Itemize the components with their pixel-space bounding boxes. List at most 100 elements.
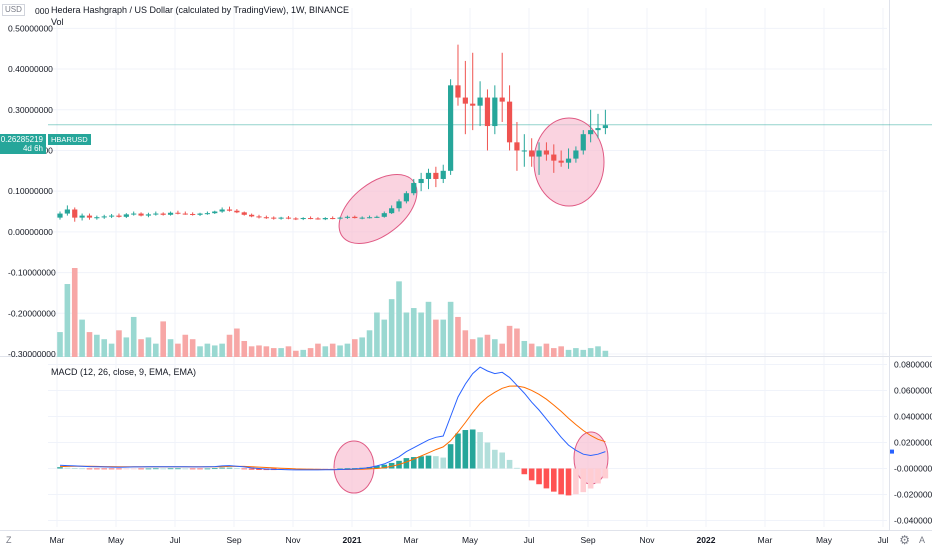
volume-bar (300, 349, 307, 357)
volume-bar (433, 319, 439, 357)
candle-body (271, 217, 277, 219)
macd-histogram-bar (86, 468, 93, 470)
macd-histogram-bar (447, 444, 454, 469)
macd-histogram-bar (79, 468, 85, 470)
candle-body (307, 218, 314, 220)
macd-histogram-bar (153, 468, 159, 470)
macd-histogram-bar (492, 449, 498, 469)
candle-body (219, 209, 225, 212)
macd-histogram-bar (211, 468, 218, 470)
volume-bar (388, 299, 395, 357)
volume-bar (366, 330, 373, 357)
candle-body (190, 213, 196, 215)
candle-body (536, 150, 542, 157)
gear-icon[interactable]: ⚙ (899, 533, 910, 547)
x-tick-label: Mar (404, 535, 419, 545)
price-tick-label: -0.10000000 (8, 268, 56, 278)
price-tick-label-clipped: 000 (35, 6, 49, 16)
volume-bar (108, 343, 115, 357)
volume-bar (440, 319, 447, 357)
macd-histogram-bar (256, 468, 262, 470)
candle-body (197, 213, 203, 215)
candle-series (57, 44, 608, 222)
candle-body (204, 213, 210, 215)
macd-histogram-bar (403, 458, 410, 469)
candle-body (241, 212, 247, 215)
timezone-toggle[interactable]: Z (6, 535, 12, 545)
candle-body (315, 218, 321, 220)
price-tick-label: 0.10000000 (8, 186, 53, 196)
macd-histogram-bar (145, 468, 152, 470)
candle-body (529, 150, 535, 157)
volume-bar (57, 332, 63, 357)
macd-histogram-bar (241, 468, 248, 470)
candle-body (499, 97, 505, 102)
highlight-circle (333, 440, 375, 494)
signal-line (59, 385, 606, 470)
volume-bar (79, 319, 85, 357)
macd-legend: MACD (12, 26, close, 9, EMA, EMA) (51, 367, 197, 377)
volume-bar (248, 346, 255, 357)
volume-bar (278, 348, 284, 357)
candle-body (492, 97, 498, 127)
candle-body (448, 85, 454, 171)
candle-body (514, 142, 520, 151)
volume-bar (374, 312, 380, 357)
candle-body (344, 216, 351, 218)
candle-body (595, 128, 601, 131)
volume-bar (344, 343, 351, 357)
candle-body (256, 216, 262, 218)
x-tick-label: Sep (226, 535, 241, 545)
volume-bar (285, 346, 292, 357)
volume-bar (64, 284, 71, 357)
x-tick-label: May (462, 535, 479, 545)
macd-histogram-bar (123, 468, 130, 470)
macd-histogram-bar (410, 457, 417, 469)
volume-bar (403, 312, 410, 357)
volume-bar (499, 343, 505, 357)
candle-body (57, 213, 63, 218)
bar-countdown: 4d 6h (22, 144, 43, 153)
macd-histogram-bar (602, 468, 609, 479)
volume-bar (175, 343, 181, 357)
macd-histogram-bar (175, 468, 181, 470)
x-tick-label: Nov (285, 535, 301, 545)
macd-histogram-bar (167, 468, 174, 470)
price-tick-label: 0.00000000 (8, 227, 53, 237)
candle-body (131, 213, 137, 215)
macd-histogram-bar (130, 468, 137, 470)
volume-series (57, 268, 609, 357)
volume-bar (558, 346, 564, 357)
candle-body (374, 216, 380, 218)
volume-bar (595, 346, 601, 357)
volume-bar (204, 343, 211, 357)
macd-histogram-bar (528, 468, 535, 481)
volume-bar (86, 332, 93, 357)
x-tick-label: 2022 (697, 535, 716, 545)
volume-bar (536, 346, 542, 357)
candle-body (543, 150, 550, 155)
volume-bar (116, 330, 122, 357)
candle-body (212, 211, 218, 214)
last-price-marker: 0.26285219 4d 6h (0, 134, 46, 154)
macd-histogram-bar (337, 468, 343, 470)
macd-histogram-bar (477, 432, 483, 469)
currency-label[interactable]: USD (2, 4, 25, 16)
auto-scale-toggle[interactable]: A (918, 535, 925, 545)
candle-body (72, 209, 78, 218)
candle-body (470, 103, 476, 106)
macd-histogram-bar (71, 468, 78, 469)
macd-histogram-bar (418, 456, 424, 469)
candle-body (352, 216, 358, 219)
candle-body (337, 217, 343, 219)
macd-histogram-bar (116, 468, 122, 470)
macd-histogram-bar (462, 430, 469, 469)
candle-body (145, 214, 152, 216)
volume-bar (359, 337, 365, 357)
macd-histogram-bar (425, 455, 432, 469)
volume-bar (492, 339, 498, 357)
price-tick-label: 0.40000000 (8, 64, 53, 74)
